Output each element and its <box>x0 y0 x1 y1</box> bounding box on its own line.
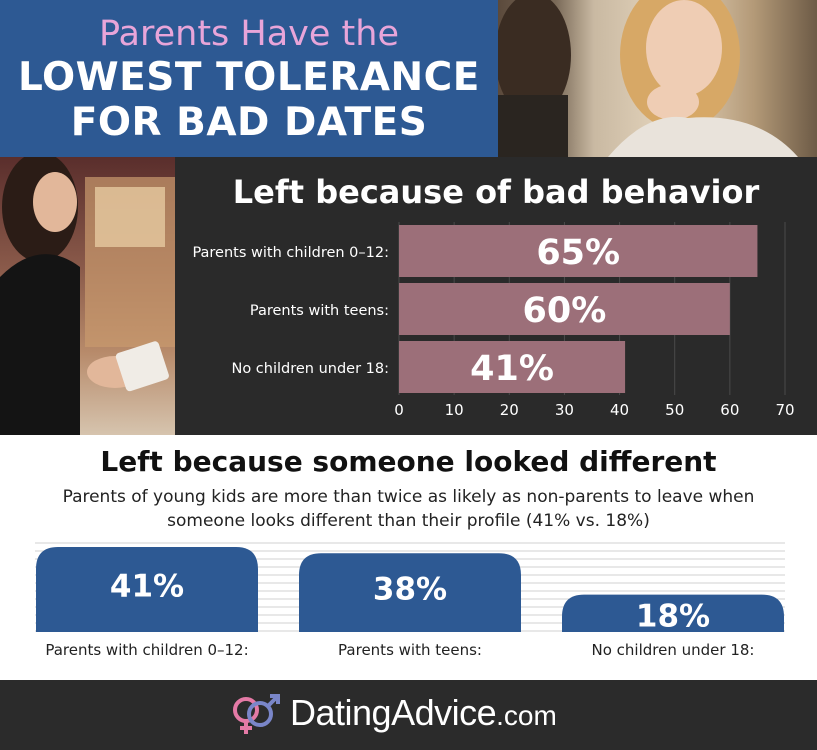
header: Parents Have the LOWEST TOLERANCE FOR BA… <box>0 0 817 157</box>
chart1-data-label: 65% <box>536 233 620 273</box>
chart2-data-label: 41% <box>110 569 184 605</box>
footer-brand: DatingAdvice <box>290 692 497 733</box>
chart2-bar <box>562 594 784 632</box>
chart1-tick-label: 70 <box>775 401 794 419</box>
chart2-category-label: Parents with children 0–12: <box>45 641 248 659</box>
chart2-data-label: 18% <box>636 598 710 634</box>
title-line-1: Parents Have the <box>99 14 399 54</box>
footer-wordmark[interactable]: DatingAdvice.com <box>290 692 557 734</box>
chart2-title: Left because someone looked different <box>100 445 717 478</box>
chart1-tick-label: 50 <box>665 401 684 419</box>
chart1-title: Left because of bad behavior <box>232 173 760 211</box>
chart2-subtitle: Parents of young kids are more than twic… <box>62 487 755 531</box>
chart2-bar <box>36 547 258 632</box>
chart1-tick-label: 60 <box>720 401 739 419</box>
woman-photo <box>0 157 175 435</box>
chart1-category-label: No children under 18: <box>231 361 389 377</box>
chart1-category-label: Parents with children 0–12: <box>192 245 389 261</box>
title-line-2: LOWEST TOLERANCE <box>18 55 480 100</box>
chart1-tick-label: 10 <box>445 401 464 419</box>
male-symbol-icon <box>247 701 273 727</box>
chart2-plot: 41% Parents with children 0–12: 38% Parents… <box>35 542 785 659</box>
chart2-category-label: Parents with teens: <box>338 641 482 659</box>
gender-symbols-logo-icon <box>233 694 280 734</box>
couple-photo <box>498 0 817 157</box>
chart1-tick-label: 40 <box>610 401 629 419</box>
chart1-tick-label: 20 <box>500 401 519 419</box>
bad-behavior-section: Left because of bad behavior 0 10 20 30 40 50… <box>0 157 817 435</box>
female-symbol-icon <box>233 697 259 723</box>
footer: DatingAdvice.com <box>0 680 817 750</box>
chart1-category-label: Parents with teens: <box>250 303 389 319</box>
chart1-bar <box>399 283 730 335</box>
footer-domain: .com <box>496 700 557 731</box>
chart1-bar <box>399 341 626 393</box>
chart2-category-label: No children under 18: <box>592 641 755 659</box>
title-line-3: FOR BAD DATES <box>70 100 428 145</box>
chart1-tick-label: 0 <box>394 401 404 419</box>
chart1-tick-label: 30 <box>555 401 574 419</box>
chart1-bar <box>399 225 758 277</box>
chart2-bar <box>299 553 521 632</box>
chart1-data-label: 41% <box>470 349 554 389</box>
chart1-plot: 0 10 20 30 40 50 60 70 65% Parents with children … <box>192 222 795 419</box>
chart1-data-label: 60% <box>523 291 607 331</box>
title-panel: Parents Have the LOWEST TOLERANCE FOR BA… <box>0 0 498 157</box>
chart2-data-label: 38% <box>373 572 447 608</box>
looked-different-section: Left because someone looked different Pa… <box>0 435 817 680</box>
